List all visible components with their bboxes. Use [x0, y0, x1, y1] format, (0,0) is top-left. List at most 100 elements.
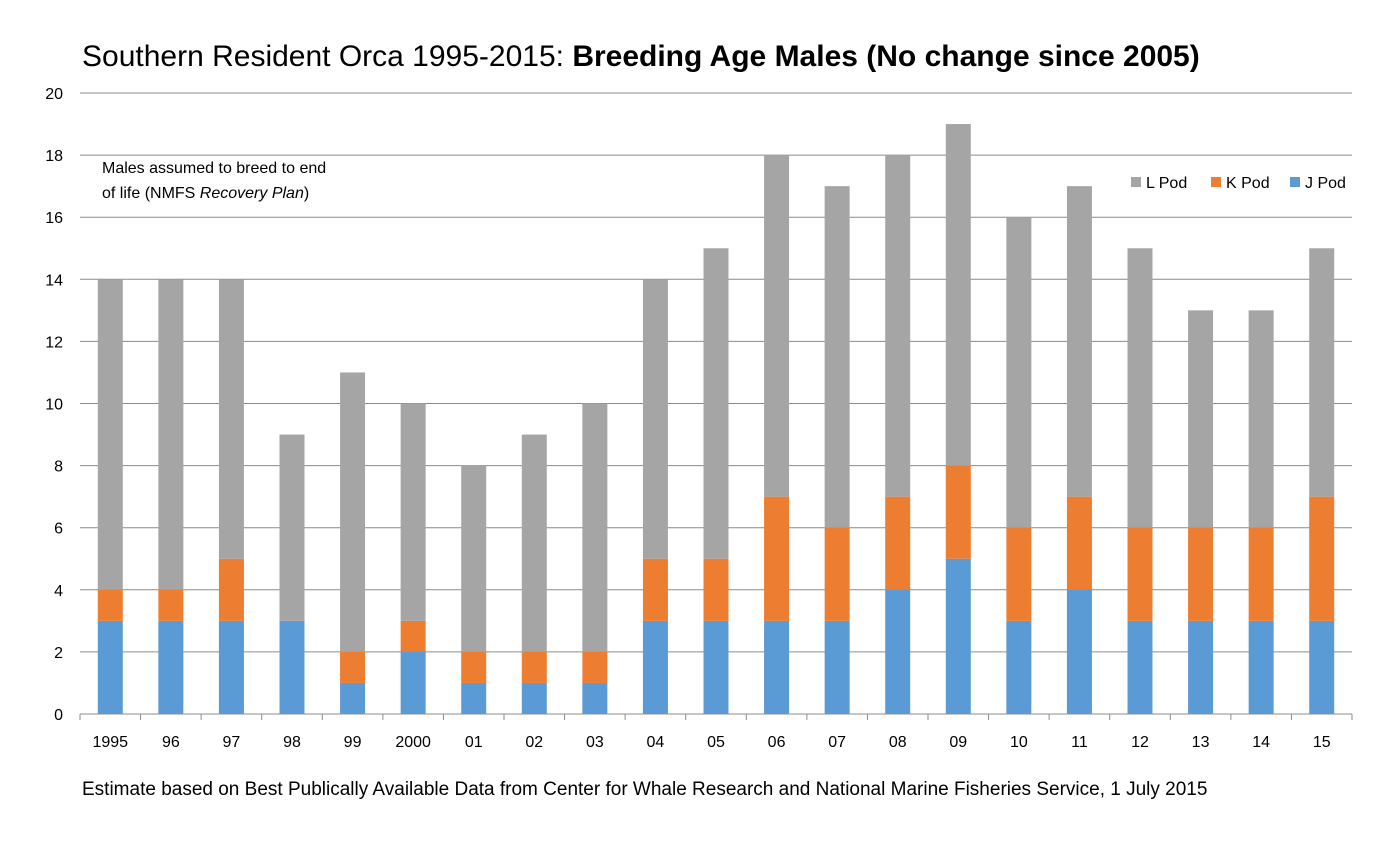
- bar-segment-k-pod: [400, 620, 426, 652]
- bar-segment-j-pod: [400, 651, 426, 714]
- y-tick-label: 8: [54, 459, 63, 476]
- bar-segment-k-pod: [703, 558, 729, 621]
- bar-segment-l-pod: [340, 372, 366, 652]
- bar-segment-l-pod: [1248, 310, 1274, 528]
- x-tick-label: 11: [1071, 734, 1088, 751]
- y-axis-ticks: 0 2 4 6 8 10 12 14 16 18 20: [45, 86, 63, 724]
- y-tick-label: 14: [45, 272, 63, 289]
- bar-segment-l-pod: [1188, 310, 1214, 528]
- bar-segment-j-pod: [158, 620, 184, 714]
- x-tick-label: 98: [283, 734, 301, 751]
- x-tick-label: 07: [828, 734, 846, 751]
- bar-segment-l-pod: [1006, 217, 1032, 528]
- bar-segment-l-pod: [1127, 248, 1153, 528]
- bar-segment-k-pod: [885, 496, 911, 590]
- bar-segment-j-pod: [945, 558, 971, 714]
- bar-segment-k-pod: [1006, 527, 1032, 621]
- legend-label-l-pod: L Pod: [1146, 175, 1187, 192]
- bar-segment-j-pod: [461, 682, 487, 714]
- y-tick-label: 10: [45, 397, 63, 414]
- x-tick-label: 15: [1313, 734, 1331, 751]
- y-tick-label: 16: [45, 210, 63, 227]
- y-tick-label: 18: [45, 148, 63, 165]
- bar-segment-j-pod: [764, 620, 790, 714]
- x-tick-label: 1995: [92, 734, 128, 751]
- x-tick-label: 12: [1131, 734, 1149, 751]
- x-tick-label: 14: [1252, 734, 1270, 751]
- bar-segment-l-pod: [824, 186, 850, 528]
- bar-segment-j-pod: [1006, 620, 1032, 714]
- bar-segment-k-pod: [824, 527, 850, 621]
- x-tick-label: 02: [525, 734, 543, 751]
- x-tick-label: 06: [768, 734, 786, 751]
- y-tick-label: 12: [45, 334, 63, 351]
- bar-segment-k-pod: [1127, 527, 1153, 621]
- y-tick-label: 4: [54, 583, 63, 600]
- legend-label-k-pod: K Pod: [1226, 175, 1270, 192]
- x-tick-label: 08: [889, 734, 907, 751]
- x-tick-label: 04: [647, 734, 665, 751]
- bar-segment-j-pod: [824, 620, 850, 714]
- x-tick-label: 05: [707, 734, 725, 751]
- x-tick-label: 10: [1010, 734, 1028, 751]
- chart-title-bold: Breeding Age Males (No change since 2005…: [572, 40, 1199, 73]
- x-tick-label: 96: [162, 734, 180, 751]
- bar-segment-k-pod: [521, 651, 547, 683]
- y-tick-label: 20: [45, 86, 63, 103]
- chart-title: Southern Resident Orca 1995-2015: Breedi…: [82, 40, 1200, 73]
- bar-segment-j-pod: [521, 682, 547, 714]
- bar-segment-j-pod: [885, 589, 911, 714]
- bar-segment-l-pod: [642, 279, 668, 559]
- x-tick-label: 99: [344, 734, 362, 751]
- annotation-box: Males assumed to breed to end of life (N…: [102, 160, 326, 202]
- bar-segment-l-pod: [279, 434, 305, 621]
- bar-segment-k-pod: [1066, 496, 1092, 590]
- bar-segment-k-pod: [218, 558, 244, 621]
- bar-segment-j-pod: [582, 682, 608, 714]
- legend-swatch-l-pod: [1131, 177, 1141, 187]
- bar-segment-j-pod: [1248, 620, 1274, 714]
- bar-segment-l-pod: [461, 465, 487, 652]
- bar-segment-l-pod: [218, 279, 244, 559]
- bar-segment-j-pod: [1066, 589, 1092, 714]
- bar-segment-k-pod: [945, 465, 971, 559]
- bar-segment-l-pod: [703, 248, 729, 559]
- bar-segment-j-pod: [703, 620, 729, 714]
- bar-segment-l-pod: [400, 403, 426, 621]
- bar-segment-k-pod: [158, 589, 184, 621]
- bar-segment-k-pod: [1248, 527, 1274, 621]
- bar-segment-k-pod: [340, 651, 366, 683]
- bar-segment-j-pod: [1309, 620, 1335, 714]
- bar-segment-l-pod: [582, 403, 608, 652]
- x-tick-label: 2000: [395, 734, 431, 751]
- y-tick-label: 6: [54, 521, 63, 538]
- legend-swatch-j-pod: [1290, 177, 1300, 187]
- bar-segment-j-pod: [279, 620, 305, 714]
- bar-segment-l-pod: [1066, 186, 1092, 497]
- x-axis-ticks: 1995 96 97 98 99 2000 01 02 03 04 05 06 07 08 09 10 11 12…: [92, 734, 1330, 751]
- bar-segment-j-pod: [1127, 620, 1153, 714]
- bar-segment-l-pod: [764, 155, 790, 497]
- bar-segment-l-pod: [945, 124, 971, 466]
- bar-segment-k-pod: [1188, 527, 1214, 621]
- bar-segment-j-pod: [340, 682, 366, 714]
- annotation-line-2: of life (NMFS Recovery Plan): [102, 185, 309, 202]
- x-tick-label: 01: [465, 734, 483, 751]
- bar-segment-l-pod: [521, 434, 547, 652]
- bar-segment-j-pod: [642, 620, 668, 714]
- bar-segment-l-pod: [158, 279, 184, 590]
- chart-title-prefix: Southern Resident Orca 1995-2015:: [82, 40, 572, 73]
- annotation-line-2-suffix: ): [304, 185, 309, 202]
- legend: L Pod K Pod J Pod: [1131, 175, 1346, 192]
- bar-segment-l-pod: [1309, 248, 1335, 497]
- annotation-line-2-italic: Recovery Plan: [200, 185, 304, 202]
- bar-segment-k-pod: [582, 651, 608, 683]
- bar-segment-j-pod: [218, 620, 244, 714]
- bar-segment-k-pod: [1309, 496, 1335, 621]
- legend-label-j-pod: J Pod: [1305, 175, 1346, 192]
- bar-segment-l-pod: [97, 279, 123, 590]
- y-tick-label: 0: [54, 707, 63, 724]
- bars: [97, 124, 1335, 714]
- annotation-line-1: Males assumed to breed to end: [102, 160, 326, 177]
